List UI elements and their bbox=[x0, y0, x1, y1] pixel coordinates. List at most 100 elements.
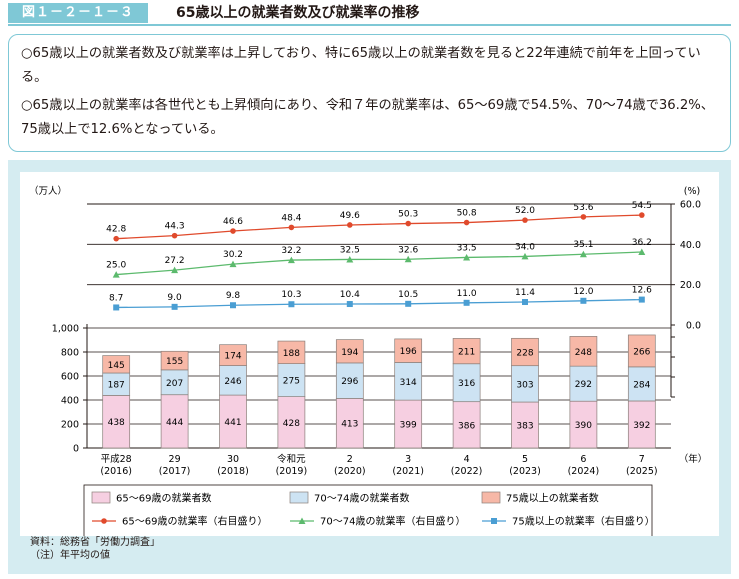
bar-65-69 bbox=[219, 394, 247, 449]
line-point-70-74 bbox=[463, 253, 471, 261]
bar-75plus bbox=[569, 336, 598, 367]
x-tick-label: 29 bbox=[169, 454, 181, 465]
line-value-label: 50.3 bbox=[398, 210, 418, 220]
bar-value-label: 246 bbox=[224, 377, 241, 387]
legend-swatch-bar-70-74 bbox=[289, 491, 309, 504]
bar-value-label: 383 bbox=[516, 422, 533, 432]
line-value-label: 30.2 bbox=[223, 250, 243, 260]
x-tick-label-year: (2024) bbox=[568, 466, 600, 477]
bar-value-label: 284 bbox=[633, 380, 650, 390]
legend-box bbox=[83, 484, 653, 539]
bar-value-label: 248 bbox=[575, 348, 592, 358]
line-value-label: 44.3 bbox=[165, 222, 185, 232]
x-tick-label-year: (2023) bbox=[509, 466, 541, 477]
summary-box: ○65歳以上の就業者数及び就業率は上昇しており、特に65歳以上の就業者数を見ると… bbox=[8, 34, 731, 152]
line-value-label: 48.4 bbox=[281, 213, 301, 223]
line-value-label: 46.6 bbox=[223, 217, 243, 227]
source-text: 資料：総務省「労働力調査」 bbox=[30, 537, 160, 548]
x-tick-label-year: (2018) bbox=[217, 466, 249, 477]
line-value-label: 34.0 bbox=[515, 242, 535, 252]
line-point-70-74 bbox=[638, 248, 646, 255]
line-point-70-74 bbox=[287, 256, 295, 264]
bar-70-74 bbox=[277, 363, 306, 397]
line-point-70-74 bbox=[521, 252, 529, 260]
bar-value-label: 145 bbox=[108, 361, 125, 371]
figure-label: 図１－２－１－３ bbox=[8, 3, 149, 23]
employment-chart: （万人） (%) 0.0 20.0 40.0 60.0 0 200 400 600 800 1,000… bbox=[29, 185, 707, 539]
line-value-label: 10.4 bbox=[340, 290, 360, 300]
line-point-65-69 bbox=[405, 220, 412, 227]
x-tick-label: 6 bbox=[580, 454, 586, 465]
legend-marker bbox=[491, 518, 497, 524]
summary-point: ○65歳以上の就業率は各世代とも上昇傾向にあり、令和７年の就業率は、65～69歳… bbox=[21, 98, 714, 137]
bar-75plus bbox=[277, 340, 306, 364]
bar-value-label: 211 bbox=[458, 348, 475, 358]
bar-value-label: 316 bbox=[458, 379, 475, 389]
left-axis-tick-label: 0 bbox=[73, 444, 79, 455]
legend-label: 75歳以上の就業者数 bbox=[506, 492, 599, 505]
line-value-label: 9.8 bbox=[226, 291, 241, 301]
line-point-65-69 bbox=[288, 224, 295, 231]
x-tick-label-year: (2020) bbox=[334, 466, 366, 477]
line-value-label: 10.5 bbox=[398, 290, 418, 300]
line-point-70-74 bbox=[112, 271, 120, 278]
bar-70-74 bbox=[394, 362, 423, 401]
left-axis-unit: （万人） bbox=[29, 185, 67, 197]
line-point-65-69 bbox=[171, 232, 178, 239]
line-point-75plus bbox=[638, 296, 645, 303]
bar-value-label: 438 bbox=[108, 418, 125, 428]
line-value-label: 32.5 bbox=[340, 245, 360, 255]
line-point-65-69 bbox=[463, 219, 470, 226]
bar-value-label: 390 bbox=[575, 421, 592, 431]
legend-label: 70～74歳の就業者数 bbox=[314, 492, 409, 505]
line-point-70-74 bbox=[404, 255, 412, 263]
x-tick-label: 3 bbox=[405, 454, 411, 465]
legend-label: 70～74歳の就業率（右目盛り） bbox=[320, 515, 465, 528]
bar-75plus bbox=[452, 338, 481, 365]
line-value-label: 12.0 bbox=[573, 287, 593, 297]
chart-area: （万人） (%) 0.0 20.0 40.0 60.0 0 200 400 600 800 1,000… bbox=[20, 172, 719, 539]
x-tick-label: 令和元 bbox=[277, 453, 306, 465]
bar-value-label: 155 bbox=[166, 357, 183, 367]
x-tick-label-year: (2025) bbox=[626, 466, 658, 477]
header-rule bbox=[8, 24, 731, 26]
chart-panel: （万人） (%) 0.0 20.0 40.0 60.0 0 200 400 600 800 1,000… bbox=[8, 160, 731, 574]
bar-value-label: 413 bbox=[341, 420, 358, 430]
legend-label: 65～69歳の就業者数 bbox=[116, 492, 211, 505]
left-axis-tick-label: 400 bbox=[61, 396, 79, 407]
bar-value-label: 266 bbox=[633, 347, 650, 357]
x-tick-label-year: (2019) bbox=[276, 466, 308, 477]
summary-point: ○65歳以上の就業者数及び就業率は上昇しており、特に65歳以上の就業者数を見ると… bbox=[21, 46, 701, 85]
line-value-label: 11.4 bbox=[515, 288, 535, 298]
line-point-65-69 bbox=[639, 212, 645, 218]
line-value-label: 9.0 bbox=[167, 293, 182, 303]
line-point-65-69 bbox=[230, 228, 236, 234]
line-point-65-69 bbox=[113, 235, 119, 242]
figure-header: 図１－２－１－３ 65歳以上の就業者数及び就業率の推移 bbox=[0, 0, 739, 26]
legend-swatch-bar-75plus bbox=[481, 491, 501, 504]
right-axis-tick-label: 60.0 bbox=[680, 200, 701, 211]
x-tick-label: 2 bbox=[347, 454, 353, 465]
line-65-69 bbox=[116, 214, 642, 240]
bar-65-69 bbox=[569, 400, 598, 449]
line-point-65-69 bbox=[580, 214, 587, 220]
bar-value-label: 188 bbox=[283, 349, 300, 359]
bar-value-label: 386 bbox=[458, 421, 475, 431]
x-tick-label-year: (2016) bbox=[100, 466, 132, 477]
left-axis-tick-label: 200 bbox=[61, 420, 79, 431]
line-point-65-69 bbox=[347, 222, 353, 228]
bar-70-74 bbox=[569, 365, 598, 402]
bar-value-label: 392 bbox=[633, 421, 650, 431]
line-point-75plus bbox=[346, 301, 353, 308]
bar-75plus bbox=[102, 355, 131, 374]
line-point-75plus bbox=[171, 303, 178, 310]
bar-65-69 bbox=[394, 399, 423, 449]
line-value-label: 32.2 bbox=[281, 246, 301, 256]
bar-value-label: 207 bbox=[166, 379, 183, 389]
right-axis-tick-label: 20.0 bbox=[680, 280, 701, 291]
bar-value-label: 428 bbox=[283, 419, 300, 429]
bar-value-label: 228 bbox=[516, 349, 533, 359]
right-axis-unit: (%) bbox=[684, 186, 700, 197]
line-value-label: 52.0 bbox=[515, 206, 535, 216]
right-axis-tick-label: 0.0 bbox=[686, 321, 701, 332]
